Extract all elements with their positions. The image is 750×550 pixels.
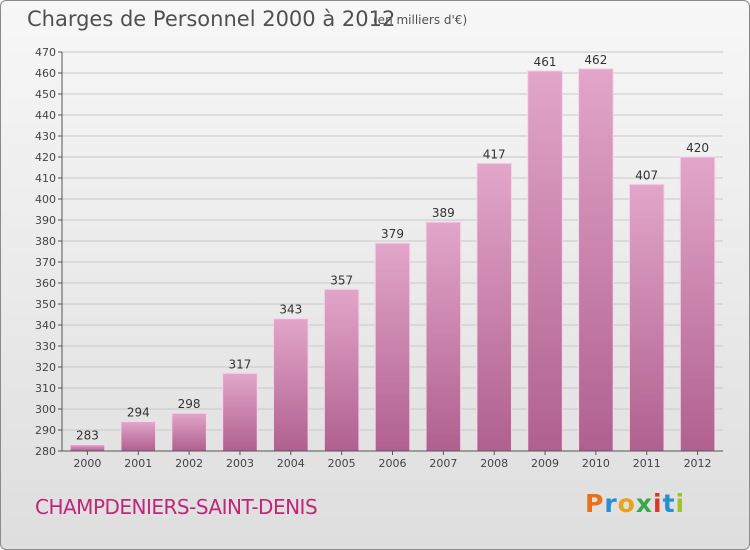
y-tick-label: 280 — [35, 445, 56, 458]
y-tick-label: 400 — [35, 193, 56, 206]
chart-title: Charges de Personnel 2000 à 2012 — [27, 7, 396, 31]
y-tick-label: 380 — [35, 235, 56, 248]
bar — [222, 372, 258, 452]
bar-value-label: 417 — [483, 147, 506, 161]
y-tick-label: 430 — [35, 130, 56, 143]
y-tick-label: 450 — [35, 88, 56, 101]
y-tick-label: 410 — [35, 172, 56, 185]
bar-value-label: 357 — [330, 273, 353, 287]
y-tick-label: 350 — [35, 298, 56, 311]
y-tick-label: 320 — [35, 361, 56, 374]
y-tick-label: 360 — [35, 277, 56, 290]
bar — [425, 221, 462, 452]
bar — [323, 288, 360, 452]
y-tick-label: 460 — [35, 67, 56, 80]
x-tick-label: 2008 — [480, 457, 508, 470]
bar-value-label: 294 — [127, 406, 150, 420]
bar-value-label: 283 — [76, 429, 99, 443]
bar — [527, 70, 563, 452]
chart-subtitle: (en milliers d'€) — [373, 13, 468, 27]
bar-value-label: 461 — [534, 55, 557, 69]
x-tick-label: 2001 — [124, 457, 152, 470]
y-tick-label: 340 — [35, 319, 56, 332]
x-tick-label: 2000 — [73, 457, 101, 470]
bar-value-label: 407 — [635, 168, 658, 182]
x-axis: 2000 2001 2002 2003 2004 2005 2006 2007 2008 2009… — [62, 450, 723, 470]
bar — [476, 162, 512, 452]
y-tick-label: 440 — [35, 109, 56, 122]
y-axis: 280 290 300 310 320 330 340 350 360 370 380 390 400 4… — [35, 46, 63, 458]
logo-letter: P — [585, 489, 605, 518]
x-tick-label: 2006 — [379, 457, 407, 470]
y-tick-label: 470 — [35, 46, 56, 59]
bars: 283 294 298 317 343 357 379 389 417 461 462 407 420 — [69, 53, 716, 452]
bar-value-label: 298 — [178, 397, 201, 411]
y-tick-label: 390 — [35, 214, 56, 227]
y-tick-label: 310 — [35, 382, 56, 395]
logo-letter: r — [604, 489, 618, 518]
logo-letter: o — [617, 489, 636, 518]
x-tick-label: 2003 — [226, 457, 254, 470]
logo-letter: t — [662, 489, 676, 518]
x-tick-label: 2005 — [328, 457, 356, 470]
bar-value-label: 343 — [279, 303, 302, 317]
y-tick-label: 290 — [35, 424, 56, 437]
y-tick-label: 300 — [35, 403, 56, 416]
y-tick-label: 370 — [35, 256, 56, 269]
place-name: CHAMPDENIERS-SAINT-DENIS — [35, 495, 318, 519]
x-tick-label: 2011 — [633, 457, 661, 470]
bar — [171, 412, 207, 452]
bar-value-label: 389 — [432, 206, 455, 220]
bar — [273, 318, 309, 452]
bar — [679, 156, 716, 452]
logo-letter: x — [635, 489, 653, 518]
x-tick-label: 2012 — [684, 457, 712, 470]
logo-letter: i — [675, 489, 686, 518]
bar — [120, 421, 157, 452]
x-tick-label: 2007 — [429, 457, 457, 470]
bar-value-label: 317 — [229, 357, 252, 371]
bar — [628, 183, 665, 452]
proxiti-logo[interactable]: Proxiti — [585, 489, 685, 518]
bar-value-label: 379 — [381, 227, 404, 241]
x-tick-label: 2010 — [582, 457, 610, 470]
y-tick-label: 330 — [35, 340, 56, 353]
y-tick-label: 420 — [35, 151, 56, 164]
bar — [578, 68, 614, 452]
x-tick-label: 2009 — [531, 457, 559, 470]
bar — [69, 444, 106, 452]
x-tick-label: 2004 — [277, 457, 305, 470]
bar — [374, 242, 411, 452]
bar-value-label: 462 — [584, 53, 607, 67]
logo-letter: i — [653, 489, 663, 518]
x-tick-label: 2002 — [175, 457, 203, 470]
bar-value-label: 420 — [686, 141, 709, 155]
